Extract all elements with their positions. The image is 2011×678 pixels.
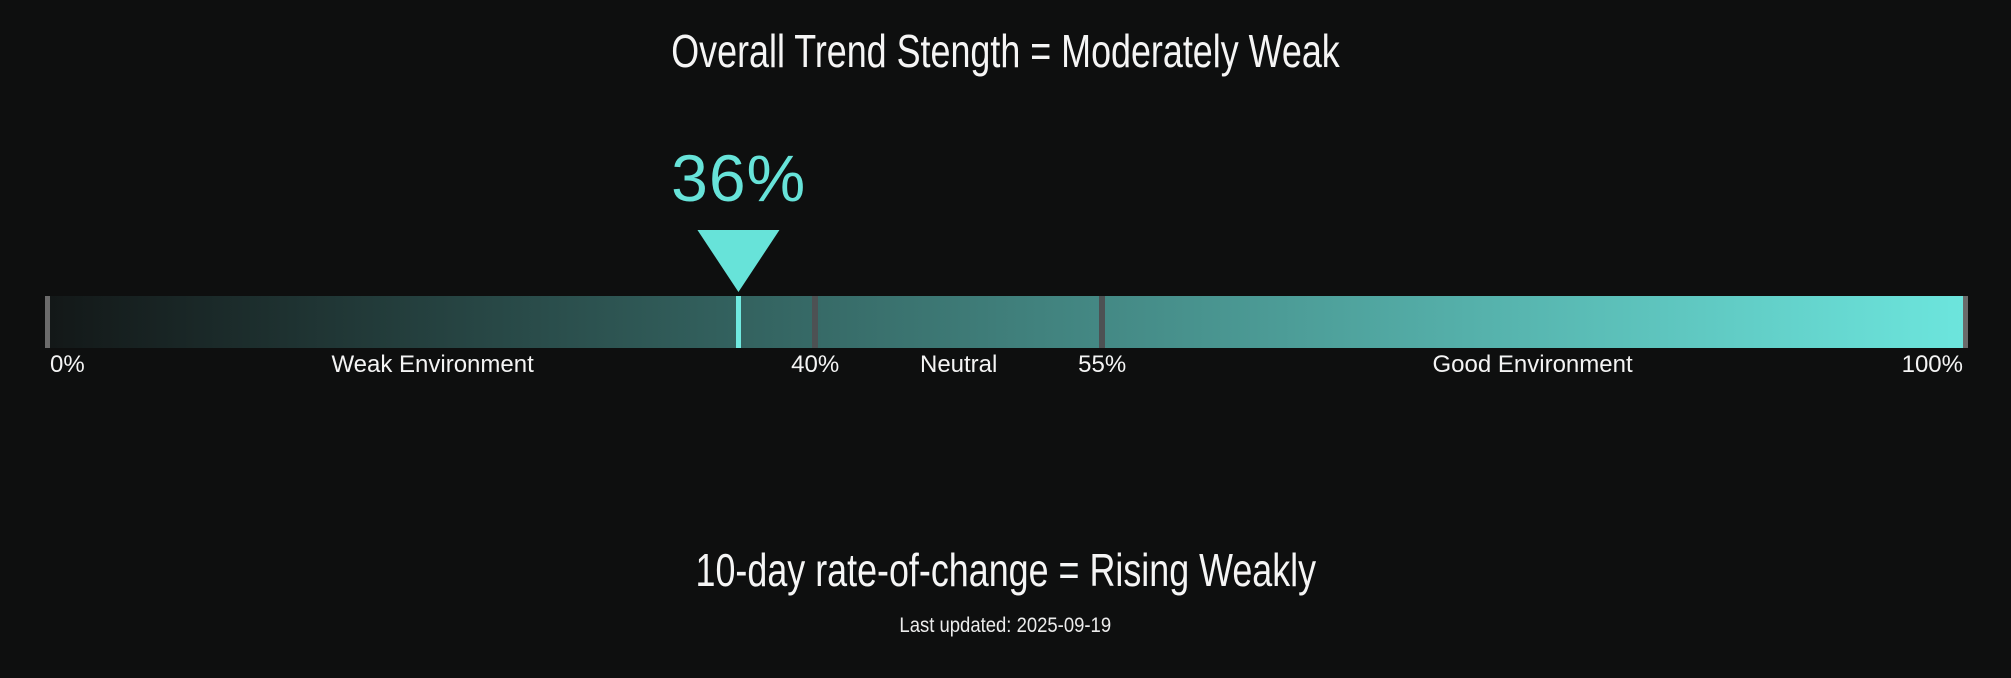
axis-label: Neutral — [919, 351, 998, 378]
gauge-marker-line — [736, 296, 742, 348]
page-title: Overall Trend Stength = Moderately Weak — [671, 25, 1340, 77]
gauge-marker-value: 36% — [671, 141, 807, 215]
gauge-marker: 36% — [671, 145, 806, 292]
gauge-marker-arrow-icon — [697, 230, 780, 292]
axis-label: Weak Environment — [331, 351, 534, 378]
gauge-bar — [45, 296, 1968, 348]
gauge-max-tick — [1963, 296, 1968, 348]
gauge-axis: 0% Weak Environment 40% Neutral 55% Good Envi… — [50, 351, 1963, 382]
updated-row: Last updated: 2025-09-19 — [0, 614, 2011, 638]
gauge-gradient — [50, 296, 1963, 348]
axis-label: 100% — [1901, 351, 1963, 378]
gauge-threshold-tick — [812, 296, 819, 348]
gauge-min-tick — [45, 296, 50, 348]
axis-label: 55% — [1078, 351, 1127, 378]
axis-label: Good Environment — [1432, 351, 1633, 378]
subtitle-row: 10-day rate-of-change = Rising Weakly — [0, 545, 2011, 596]
axis-label: 0% — [50, 351, 85, 378]
subtitle: 10-day rate-of-change = Rising Weakly — [695, 544, 1316, 596]
title-row: Overall Trend Stength = Moderately Weak — [0, 26, 2011, 77]
gauge-threshold-tick — [1099, 296, 1106, 348]
axis-label: 40% — [791, 351, 840, 378]
last-updated: Last updated: 2025-09-19 — [899, 614, 1112, 637]
